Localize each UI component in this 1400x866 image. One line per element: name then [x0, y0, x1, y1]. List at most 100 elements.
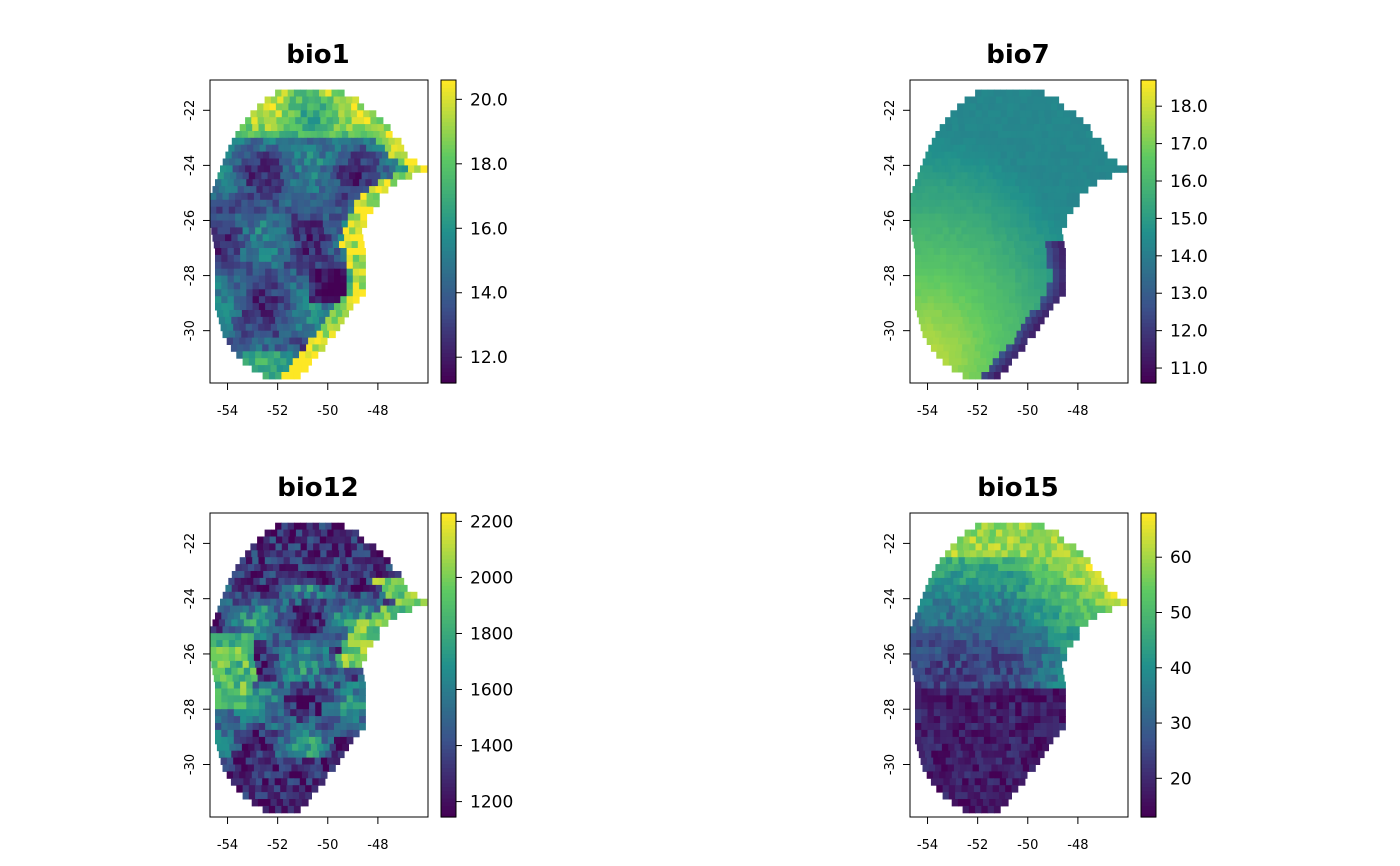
raster-cell: [1015, 688, 1022, 696]
raster-cell: [391, 577, 398, 586]
raster-cell: [1041, 591, 1049, 600]
raster-cell: [1097, 144, 1105, 153]
raster-cell: [971, 303, 979, 311]
raster-cell: [964, 529, 972, 537]
raster-cell: [946, 254, 954, 263]
raster-cell: [966, 591, 974, 600]
raster-cell: [964, 799, 971, 807]
raster-cell: [1047, 144, 1055, 153]
raster-cell: [275, 667, 282, 676]
raster-cell: [965, 612, 972, 620]
raster-cell: [359, 282, 366, 290]
legend-swatch: [1141, 691, 1156, 696]
raster-cell: [946, 248, 954, 256]
raster-cell: [277, 96, 284, 104]
raster-cell: [1041, 626, 1049, 634]
raster-cell: [250, 137, 258, 146]
raster-cell: [269, 137, 277, 146]
raster-cell: [225, 667, 232, 676]
x-tick-label: -48: [1067, 404, 1088, 419]
raster-cell: [926, 323, 934, 332]
raster-cell: [958, 688, 966, 696]
raster-cell: [354, 213, 361, 221]
raster-cell: [337, 750, 345, 759]
raster-cell: [935, 633, 942, 641]
raster-cell: [305, 358, 312, 366]
raster-cell: [293, 316, 301, 325]
raster-cell: [1071, 124, 1079, 132]
raster-cell: [1040, 268, 1048, 277]
raster-cell: [999, 351, 1006, 359]
raster-cell: [226, 165, 234, 173]
raster-cell: [953, 633, 961, 641]
raster-cell: [241, 199, 249, 208]
raster-cell: [295, 757, 303, 765]
raster-cell: [977, 248, 985, 256]
raster-cell: [340, 736, 348, 745]
raster-cell: [987, 667, 995, 676]
raster-cell: [943, 667, 951, 676]
raster-cell: [296, 612, 304, 620]
raster-cell: [220, 674, 227, 683]
raster-cell: [271, 723, 279, 731]
raster-cell: [927, 702, 935, 710]
legend-swatch: [441, 148, 456, 153]
raster-cell: [956, 151, 964, 159]
raster-cell: [1034, 695, 1041, 703]
raster-cell: [1057, 550, 1065, 558]
legend-swatch: [1141, 284, 1156, 289]
raster-cell: [985, 310, 993, 318]
raster-cell: [299, 344, 307, 352]
raster-cell: [1004, 633, 1011, 641]
legend-swatch: [1141, 371, 1156, 377]
raster-cell: [280, 351, 287, 359]
raster-cell: [295, 96, 303, 104]
raster-cell: [375, 151, 383, 159]
raster-cell: [335, 310, 343, 318]
raster-cell: [237, 316, 245, 325]
raster-cell: [286, 785, 294, 793]
raster-cell: [266, 564, 274, 572]
raster-cell: [916, 199, 924, 208]
raster-cell: [306, 89, 314, 97]
raster-cell: [997, 653, 1005, 662]
raster-cell: [227, 736, 235, 745]
raster-cell: [971, 268, 979, 277]
raster-cell: [935, 764, 942, 772]
raster-cell: [347, 626, 355, 634]
raster-cell: [1029, 310, 1037, 318]
raster-cell: [275, 805, 282, 814]
raster-cell: [346, 723, 354, 731]
raster-cell: [328, 144, 336, 153]
legend-swatch: [1141, 159, 1156, 164]
raster-cell: [982, 241, 990, 249]
raster-cell: [327, 303, 335, 311]
legend-swatch: [1141, 786, 1156, 791]
raster-cell: [337, 619, 345, 627]
raster-cell: [299, 660, 306, 669]
raster-cell: [990, 681, 997, 689]
raster-cell: [255, 344, 263, 352]
raster-cell: [252, 282, 260, 290]
raster-cell: [925, 584, 933, 593]
raster-cell: [1038, 571, 1046, 579]
raster-cell: [1086, 172, 1094, 180]
raster-cell: [282, 550, 290, 558]
raster-cell: [955, 172, 962, 180]
raster-cell: [319, 110, 327, 118]
raster-cell: [216, 213, 224, 221]
raster-cell: [955, 227, 962, 235]
raster-cell: [325, 110, 333, 118]
raster-cell: [1044, 584, 1052, 593]
raster-cell: [1012, 186, 1020, 194]
raster-cell: [1034, 681, 1041, 689]
raster-cell: [943, 344, 951, 352]
raster-cell: [991, 213, 999, 221]
legend-swatch: [1141, 779, 1156, 784]
raster-cell: [1015, 282, 1022, 290]
raster-cell: [1025, 89, 1033, 97]
legend-swatch: [441, 672, 456, 677]
raster-cell: [1059, 702, 1066, 710]
raster-cell: [289, 96, 297, 104]
raster-cell: [1044, 137, 1052, 146]
